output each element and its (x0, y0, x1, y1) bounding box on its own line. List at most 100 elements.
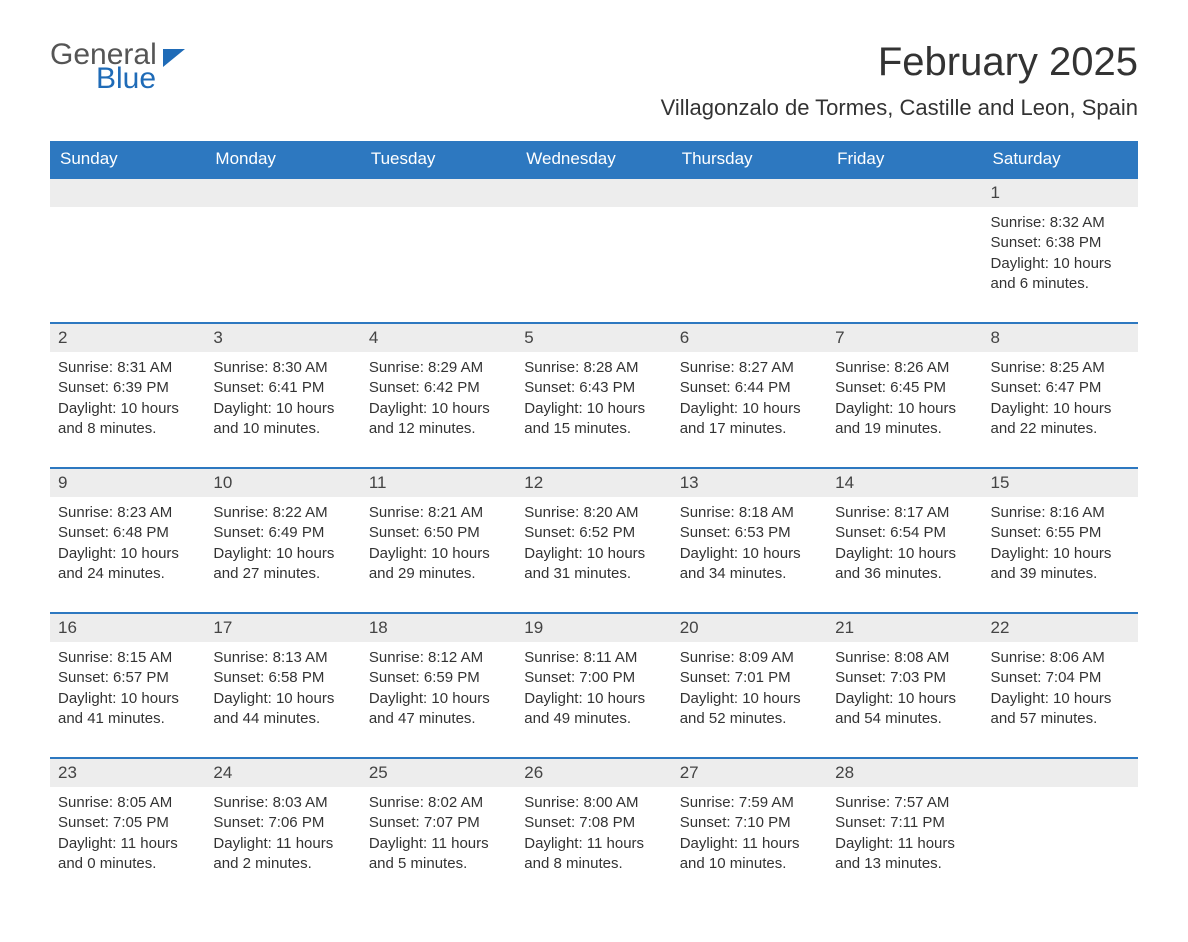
sunset-text: Sunset: 6:42 PM (369, 378, 508, 398)
sunrise-text: Sunrise: 8:32 AM (991, 213, 1130, 233)
day-content-cell: Sunrise: 7:59 AMSunset: 7:10 PMDaylight:… (672, 787, 827, 902)
day-content-cell: Sunrise: 8:13 AMSunset: 6:58 PMDaylight:… (205, 642, 360, 758)
day-number: 28 (835, 763, 854, 782)
daylight-text: Daylight: 10 hours and 29 minutes. (369, 544, 508, 585)
sunset-text: Sunset: 6:54 PM (835, 523, 974, 543)
day-number-cell: 2 (50, 323, 205, 352)
daylight-text: Daylight: 10 hours and 31 minutes. (524, 544, 663, 585)
sunset-text: Sunset: 7:06 PM (213, 813, 352, 833)
day-content-cell: Sunrise: 8:02 AMSunset: 7:07 PMDaylight:… (361, 787, 516, 902)
sunset-text: Sunset: 6:52 PM (524, 523, 663, 543)
sunset-text: Sunset: 6:48 PM (58, 523, 197, 543)
day-content-cell (205, 207, 360, 323)
day-content-cell (516, 207, 671, 323)
day-content-cell: Sunrise: 8:18 AMSunset: 6:53 PMDaylight:… (672, 497, 827, 613)
day-number: 4 (369, 328, 378, 347)
day-number-row: 232425262728 (50, 758, 1138, 787)
day-content-cell: Sunrise: 8:29 AMSunset: 6:42 PMDaylight:… (361, 352, 516, 468)
day-number: 24 (213, 763, 232, 782)
day-number: 2 (58, 328, 67, 347)
sunrise-text: Sunrise: 8:16 AM (991, 503, 1130, 523)
day-number: 15 (991, 473, 1010, 492)
daylight-text: Daylight: 11 hours and 0 minutes. (58, 834, 197, 875)
day-number-cell (983, 758, 1138, 787)
weekday-header: Tuesday (361, 141, 516, 178)
day-number-cell (827, 178, 982, 207)
weekday-header: Saturday (983, 141, 1138, 178)
day-number-cell: 5 (516, 323, 671, 352)
sunrise-text: Sunrise: 8:22 AM (213, 503, 352, 523)
day-number: 8 (991, 328, 1000, 347)
sunrise-text: Sunrise: 8:20 AM (524, 503, 663, 523)
day-number-row: 16171819202122 (50, 613, 1138, 642)
day-number: 5 (524, 328, 533, 347)
day-content-cell: Sunrise: 8:17 AMSunset: 6:54 PMDaylight:… (827, 497, 982, 613)
sunrise-text: Sunrise: 8:17 AM (835, 503, 974, 523)
day-number-row: 1 (50, 178, 1138, 207)
sunset-text: Sunset: 6:44 PM (680, 378, 819, 398)
day-number-cell: 16 (50, 613, 205, 642)
daylight-text: Daylight: 10 hours and 36 minutes. (835, 544, 974, 585)
sunset-text: Sunset: 7:05 PM (58, 813, 197, 833)
day-number-cell: 3 (205, 323, 360, 352)
day-number-cell: 14 (827, 468, 982, 497)
weekday-header: Thursday (672, 141, 827, 178)
day-number-cell: 15 (983, 468, 1138, 497)
sunset-text: Sunset: 6:55 PM (991, 523, 1130, 543)
sunset-text: Sunset: 7:03 PM (835, 668, 974, 688)
day-content-cell: Sunrise: 8:31 AMSunset: 6:39 PMDaylight:… (50, 352, 205, 468)
sunset-text: Sunset: 6:50 PM (369, 523, 508, 543)
daylight-text: Daylight: 10 hours and 52 minutes. (680, 689, 819, 730)
sunrise-text: Sunrise: 8:29 AM (369, 358, 508, 378)
day-content-cell: Sunrise: 8:27 AMSunset: 6:44 PMDaylight:… (672, 352, 827, 468)
day-number-cell: 12 (516, 468, 671, 497)
day-number: 13 (680, 473, 699, 492)
sunrise-text: Sunrise: 8:23 AM (58, 503, 197, 523)
sunset-text: Sunset: 7:08 PM (524, 813, 663, 833)
sunrise-text: Sunrise: 8:00 AM (524, 793, 663, 813)
daylight-text: Daylight: 10 hours and 41 minutes. (58, 689, 197, 730)
day-content-cell: Sunrise: 8:20 AMSunset: 6:52 PMDaylight:… (516, 497, 671, 613)
day-number: 7 (835, 328, 844, 347)
brand-part2: Blue (96, 64, 185, 94)
day-number: 27 (680, 763, 699, 782)
day-content-cell: Sunrise: 8:32 AMSunset: 6:38 PMDaylight:… (983, 207, 1138, 323)
header: General Blue February 2025 Villagonzalo … (50, 40, 1138, 133)
day-number: 22 (991, 618, 1010, 637)
day-content-row: Sunrise: 8:05 AMSunset: 7:05 PMDaylight:… (50, 787, 1138, 902)
daylight-text: Daylight: 11 hours and 8 minutes. (524, 834, 663, 875)
day-number: 9 (58, 473, 67, 492)
sunset-text: Sunset: 6:49 PM (213, 523, 352, 543)
day-number-cell (672, 178, 827, 207)
sunrise-text: Sunrise: 8:18 AM (680, 503, 819, 523)
daylight-text: Daylight: 10 hours and 6 minutes. (991, 254, 1130, 295)
day-number-cell (50, 178, 205, 207)
day-number: 6 (680, 328, 689, 347)
day-content-cell: Sunrise: 8:26 AMSunset: 6:45 PMDaylight:… (827, 352, 982, 468)
day-content-cell: Sunrise: 8:12 AMSunset: 6:59 PMDaylight:… (361, 642, 516, 758)
daylight-text: Daylight: 10 hours and 47 minutes. (369, 689, 508, 730)
day-number-cell: 1 (983, 178, 1138, 207)
day-content-cell: Sunrise: 8:08 AMSunset: 7:03 PMDaylight:… (827, 642, 982, 758)
day-number: 1 (991, 183, 1000, 202)
day-number-cell (205, 178, 360, 207)
day-content-cell: Sunrise: 7:57 AMSunset: 7:11 PMDaylight:… (827, 787, 982, 902)
sunset-text: Sunset: 6:53 PM (680, 523, 819, 543)
sunset-text: Sunset: 7:04 PM (991, 668, 1130, 688)
day-number-row: 9101112131415 (50, 468, 1138, 497)
sunrise-text: Sunrise: 8:09 AM (680, 648, 819, 668)
daylight-text: Daylight: 10 hours and 12 minutes. (369, 399, 508, 440)
day-number: 17 (213, 618, 232, 637)
day-number-cell: 7 (827, 323, 982, 352)
sunrise-text: Sunrise: 8:05 AM (58, 793, 197, 813)
day-number-cell: 10 (205, 468, 360, 497)
daylight-text: Daylight: 10 hours and 15 minutes. (524, 399, 663, 440)
day-number-row: 2 34 5 6 7 8 (50, 323, 1138, 352)
sunrise-text: Sunrise: 8:12 AM (369, 648, 508, 668)
day-number: 14 (835, 473, 854, 492)
day-content-cell (361, 207, 516, 323)
sunset-text: Sunset: 6:39 PM (58, 378, 197, 398)
sunrise-text: Sunrise: 8:08 AM (835, 648, 974, 668)
sunrise-text: Sunrise: 8:25 AM (991, 358, 1130, 378)
day-number-cell: 22 (983, 613, 1138, 642)
